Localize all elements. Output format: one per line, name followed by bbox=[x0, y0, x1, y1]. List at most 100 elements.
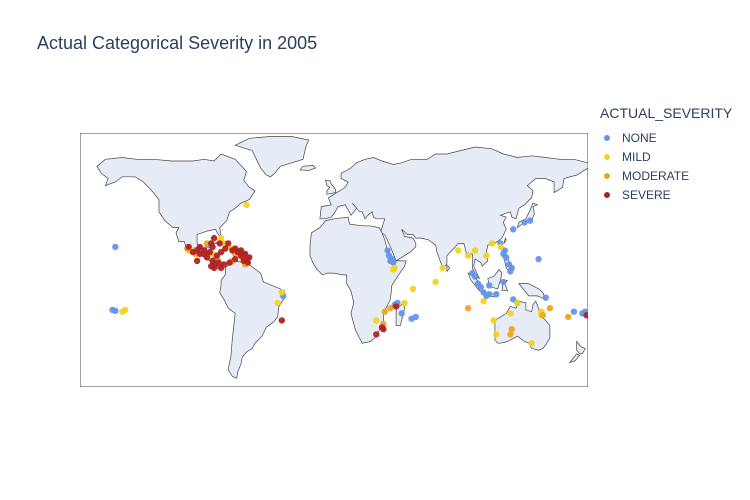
land-greenland bbox=[234, 136, 310, 178]
marker-mild[interactable] bbox=[464, 252, 472, 259]
marker-moderate[interactable] bbox=[539, 312, 546, 319]
marker-none[interactable] bbox=[477, 284, 484, 291]
marker-mild[interactable] bbox=[488, 240, 496, 247]
land-iceland bbox=[299, 165, 317, 172]
legend: ACTUAL_SEVERITY NONE MILD MODERATE SEVER… bbox=[600, 105, 732, 204]
marker-none[interactable] bbox=[471, 273, 479, 280]
marker-mild[interactable] bbox=[401, 299, 408, 307]
marker-mild[interactable] bbox=[274, 299, 281, 307]
marker-none[interactable] bbox=[570, 308, 578, 315]
marker-mild[interactable] bbox=[493, 331, 500, 338]
marker-mild[interactable] bbox=[480, 298, 487, 305]
marker-mild[interactable] bbox=[439, 264, 446, 272]
legend-item-moderate[interactable]: MODERATE bbox=[600, 166, 732, 185]
marker-moderate[interactable] bbox=[546, 305, 554, 312]
marker-severe[interactable] bbox=[378, 324, 386, 331]
marker-severe[interactable] bbox=[215, 259, 222, 266]
marker-mild[interactable] bbox=[528, 340, 535, 347]
marker-severe[interactable] bbox=[196, 250, 204, 258]
marker-severe[interactable] bbox=[206, 248, 213, 256]
marker-severe[interactable] bbox=[225, 240, 232, 247]
marker-mild[interactable] bbox=[373, 317, 380, 324]
marker-severe[interactable] bbox=[189, 248, 197, 256]
marker-none[interactable] bbox=[501, 247, 508, 254]
marker-none[interactable] bbox=[483, 292, 490, 300]
marker-severe[interactable] bbox=[213, 252, 221, 259]
marker-mild[interactable] bbox=[432, 278, 439, 286]
marker-moderate[interactable] bbox=[565, 313, 572, 321]
marker-severe[interactable] bbox=[217, 248, 225, 256]
marker-moderate[interactable] bbox=[507, 331, 514, 338]
marker-severe[interactable] bbox=[222, 245, 229, 252]
marker-mild[interactable] bbox=[514, 299, 521, 307]
marker-severe[interactable] bbox=[392, 303, 400, 310]
marker-severe[interactable] bbox=[232, 255, 239, 263]
marker-severe[interactable] bbox=[216, 240, 223, 247]
marker-mild[interactable] bbox=[278, 289, 285, 296]
marker-severe[interactable] bbox=[210, 234, 218, 242]
marker-severe[interactable] bbox=[185, 243, 192, 251]
marker-none[interactable] bbox=[510, 296, 517, 303]
legend-swatch bbox=[604, 153, 610, 160]
marker-none[interactable] bbox=[535, 255, 542, 263]
legend-item-none[interactable]: NONE bbox=[600, 128, 732, 147]
marker-severe[interactable] bbox=[373, 331, 380, 338]
marker-severe[interactable] bbox=[226, 259, 233, 266]
marker-severe[interactable] bbox=[210, 264, 218, 272]
legend-item-mild[interactable]: MILD bbox=[600, 147, 732, 166]
legend-swatch bbox=[604, 134, 610, 141]
marker-severe[interactable] bbox=[234, 248, 242, 256]
marker-mild[interactable] bbox=[217, 234, 225, 242]
marker-none[interactable] bbox=[398, 310, 405, 317]
marker-none[interactable] bbox=[493, 291, 500, 298]
marker-mild[interactable] bbox=[243, 201, 250, 208]
marker-none[interactable] bbox=[526, 217, 534, 224]
chart-title: Actual Categorical Severity in 2005 bbox=[37, 33, 318, 53]
marker-none[interactable] bbox=[486, 282, 493, 289]
marker-severe[interactable] bbox=[278, 317, 285, 324]
marker-severe[interactable] bbox=[209, 243, 216, 251]
marker-severe[interactable] bbox=[243, 255, 250, 263]
legend-label: MILD bbox=[622, 149, 651, 164]
marker-moderate[interactable] bbox=[464, 305, 472, 312]
marker-none[interactable] bbox=[390, 259, 397, 266]
marker-mild[interactable] bbox=[497, 243, 504, 251]
legend-label: MODERATE bbox=[622, 168, 690, 183]
marker-none[interactable] bbox=[507, 268, 514, 275]
marker-severe[interactable] bbox=[193, 257, 201, 265]
land-uk bbox=[325, 179, 336, 195]
land-south-america bbox=[219, 260, 285, 379]
marker-none[interactable] bbox=[384, 247, 391, 254]
marker-mild[interactable] bbox=[507, 310, 514, 317]
marker-mild[interactable] bbox=[391, 264, 398, 272]
world-map[interactable] bbox=[79, 132, 590, 440]
land-europe-asia bbox=[319, 146, 589, 280]
marker-none[interactable] bbox=[500, 278, 507, 286]
marker-none[interactable] bbox=[412, 313, 419, 321]
legend-label: NONE bbox=[622, 130, 657, 145]
marker-mild[interactable] bbox=[490, 317, 497, 324]
marker-mild[interactable] bbox=[471, 247, 479, 254]
land-sri-lanka bbox=[446, 264, 451, 273]
marker-none[interactable] bbox=[510, 226, 517, 233]
marker-moderate[interactable] bbox=[508, 326, 515, 333]
marker-severe[interactable] bbox=[196, 243, 204, 251]
marker-moderate[interactable] bbox=[387, 305, 394, 312]
marker-none[interactable] bbox=[112, 307, 119, 314]
marker-mild[interactable] bbox=[409, 285, 417, 293]
legend-swatch bbox=[604, 191, 610, 198]
marker-severe[interactable] bbox=[217, 264, 225, 272]
legend-item-severe[interactable]: SEVERE bbox=[600, 185, 732, 204]
marker-none[interactable] bbox=[112, 243, 119, 251]
marker-mild[interactable] bbox=[119, 308, 126, 315]
marker-moderate[interactable] bbox=[381, 308, 388, 315]
marker-none[interactable] bbox=[521, 219, 528, 226]
marker-severe[interactable] bbox=[209, 257, 216, 265]
marker-mild[interactable] bbox=[455, 247, 462, 254]
map-svg bbox=[79, 132, 590, 440]
marker-mild[interactable] bbox=[483, 252, 490, 259]
legend-title: ACTUAL_SEVERITY bbox=[600, 105, 733, 121]
land-new-zealand bbox=[576, 340, 586, 355]
marker-none[interactable] bbox=[542, 294, 549, 301]
legend-swatch bbox=[604, 172, 610, 179]
